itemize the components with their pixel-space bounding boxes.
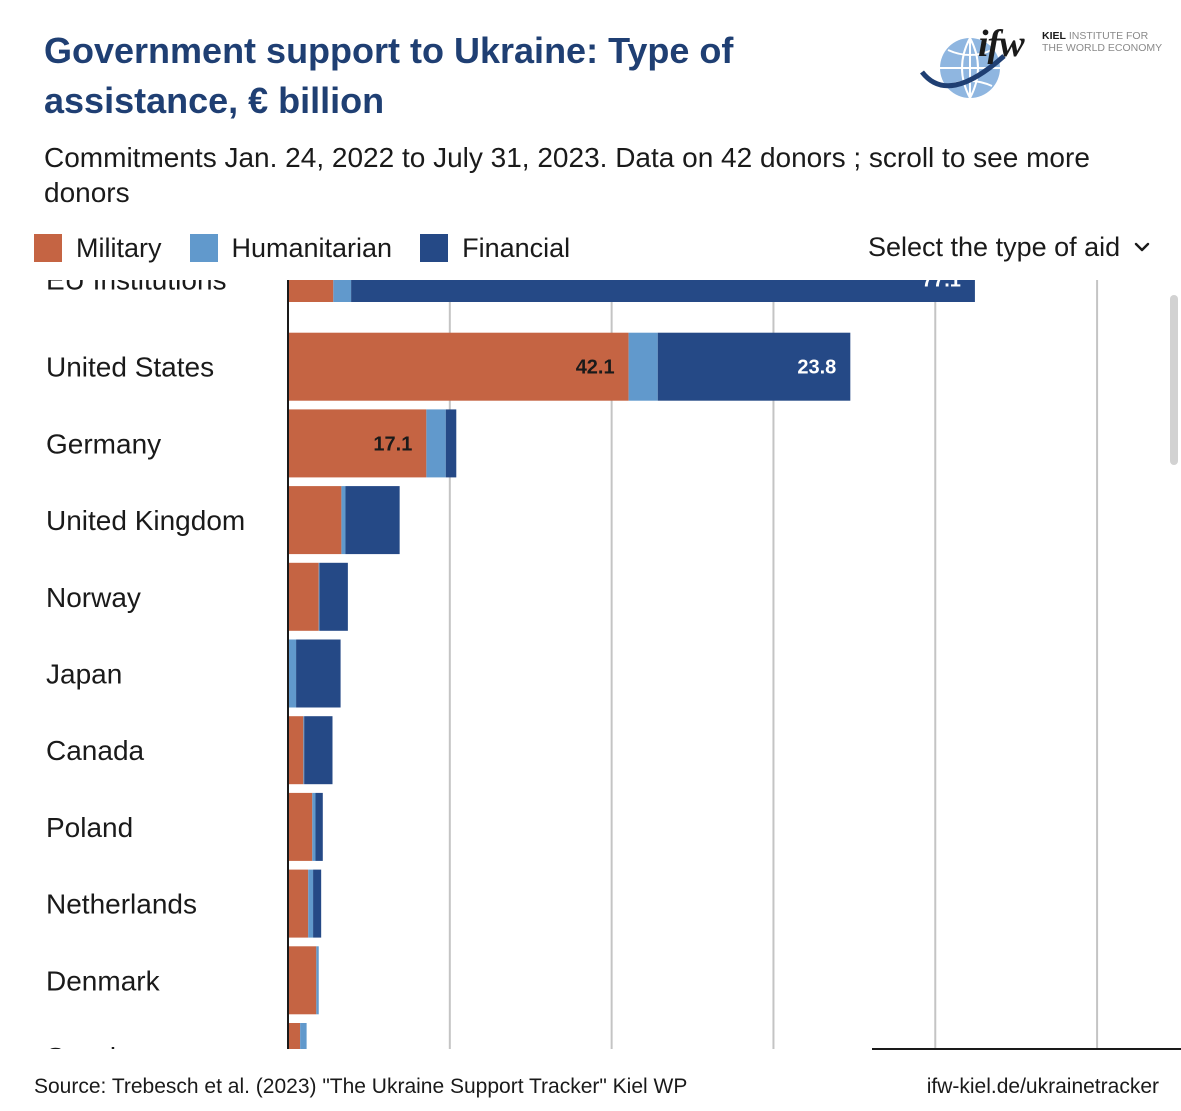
logo-text-rest: INSTITUTE FOR THE WORLD ECONOMY <box>1042 30 1163 54</box>
logo-mark: ifw <box>978 23 1025 65</box>
data-label-germany-military: 17.1 <box>373 433 412 455</box>
bar-united-states-humanitarian <box>628 332 658 401</box>
bar-netherlands-military <box>288 869 309 938</box>
category-label-poland: Poland <box>46 812 133 843</box>
category-label-japan: Japan <box>46 659 122 690</box>
category-label-netherlands: Netherlands <box>46 889 197 920</box>
chevron-down-icon <box>1134 242 1150 252</box>
logo-text: KIEL INSTITUTE FOR THE WORLD ECONOMY <box>1042 30 1172 54</box>
bar-eu-institutions-humanitarian <box>333 280 352 302</box>
globe-icon <box>920 37 1006 99</box>
bar-poland-humanitarian <box>312 792 316 861</box>
tracker-link[interactable]: ifw-kiel.de/ukrainetracker <box>926 1075 1159 1098</box>
bar-canada-military <box>288 716 304 785</box>
category-label-germany: Germany <box>46 428 161 459</box>
bar-japan-humanitarian <box>288 639 297 708</box>
category-label-united-kingdom: United Kingdom <box>46 505 245 536</box>
bar-denmark-military <box>288 946 317 1015</box>
category-label-sweden: Sweden <box>46 1042 147 1049</box>
aid-type-select[interactable]: Select the type of aid <box>868 230 1152 264</box>
legend-item-humanitarian[interactable]: Humanitarian <box>189 232 393 264</box>
bar-denmark-humanitarian <box>316 946 319 1015</box>
logo-text-bold: KIEL <box>1042 30 1066 42</box>
legend-swatch-humanitarian <box>189 234 218 262</box>
category-label-denmark: Denmark <box>46 965 161 996</box>
data-label-united-states-military: 42.1 <box>576 357 615 379</box>
legend-swatch-military <box>34 234 62 262</box>
bar-united-states-military <box>288 332 629 401</box>
bar-germany-financial <box>445 409 457 478</box>
scrollbar-thumb[interactable] <box>1170 295 1178 465</box>
bar-germany-military <box>288 409 427 478</box>
aid-type-select-label: Select the type of aid <box>868 232 1121 262</box>
bar-norway-financial <box>319 562 348 631</box>
bar-netherlands-humanitarian <box>308 869 314 938</box>
bar-eu-institutions-financial <box>351 280 975 302</box>
source-note: Source: Trebesch et al. (2023) "The Ukra… <box>34 1075 688 1098</box>
legend-label-financial: Financial <box>462 233 571 263</box>
bar-poland-military <box>288 792 313 861</box>
data-label-eu-institutions-financial: 77.1 <box>922 280 961 292</box>
chart-title: Government support to Ukraine: Type of a… <box>44 30 734 121</box>
stacked-bar-chart: EU Institutions United States Germany Unite… <box>46 280 1099 1049</box>
bar-united-kingdom-military <box>288 486 342 555</box>
bar-canada-financial <box>304 716 333 785</box>
legend-label-military: Military <box>76 233 162 263</box>
legend-item-financial[interactable]: Financial <box>420 232 570 264</box>
bar-germany-humanitarian <box>426 409 446 478</box>
legend-item-military[interactable]: Military <box>34 232 162 264</box>
bar-norway-humanitarian <box>318 562 320 631</box>
data-label-united-states-financial: 23.8 <box>797 357 836 379</box>
category-label-eu-institutions: EU Institutions <box>46 280 227 296</box>
legend-label-humanitarian: Humanitarian <box>231 233 393 263</box>
chart-scroll-area[interactable]: EU Institutions United States Germany Unite… <box>0 280 1181 1049</box>
bar-norway-military <box>288 562 319 631</box>
bar-poland-financial <box>315 792 323 861</box>
category-label-united-states: United States <box>46 352 214 383</box>
bar-sweden-humanitarian <box>300 1023 307 1049</box>
bar-netherlands-financial <box>313 869 322 938</box>
bar-eu-institutions-military <box>288 280 334 302</box>
bar-japan-financial <box>296 639 341 708</box>
category-label-canada: Canada <box>46 735 145 766</box>
category-label-norway: Norway <box>46 582 141 613</box>
legend-swatch-financial <box>420 234 449 262</box>
ifw-kiel-logo[interactable]: ifw KIEL INSTITUTE FOR THE WORLD ECONOMY <box>918 14 1168 106</box>
bar-united-kingdom-financial <box>345 486 400 555</box>
bar-united-states-financial <box>657 332 851 401</box>
chart-subtitle: Commitments Jan. 24, 2022 to July 31, 20… <box>44 142 1090 208</box>
bar-united-kingdom-humanitarian <box>341 486 346 555</box>
bar-sweden-military <box>288 1023 301 1049</box>
axis-baseline <box>872 1048 1181 1050</box>
chart-legend: Military Humanitarian Financial <box>34 232 598 264</box>
bar-canada-humanitarian <box>303 716 305 785</box>
